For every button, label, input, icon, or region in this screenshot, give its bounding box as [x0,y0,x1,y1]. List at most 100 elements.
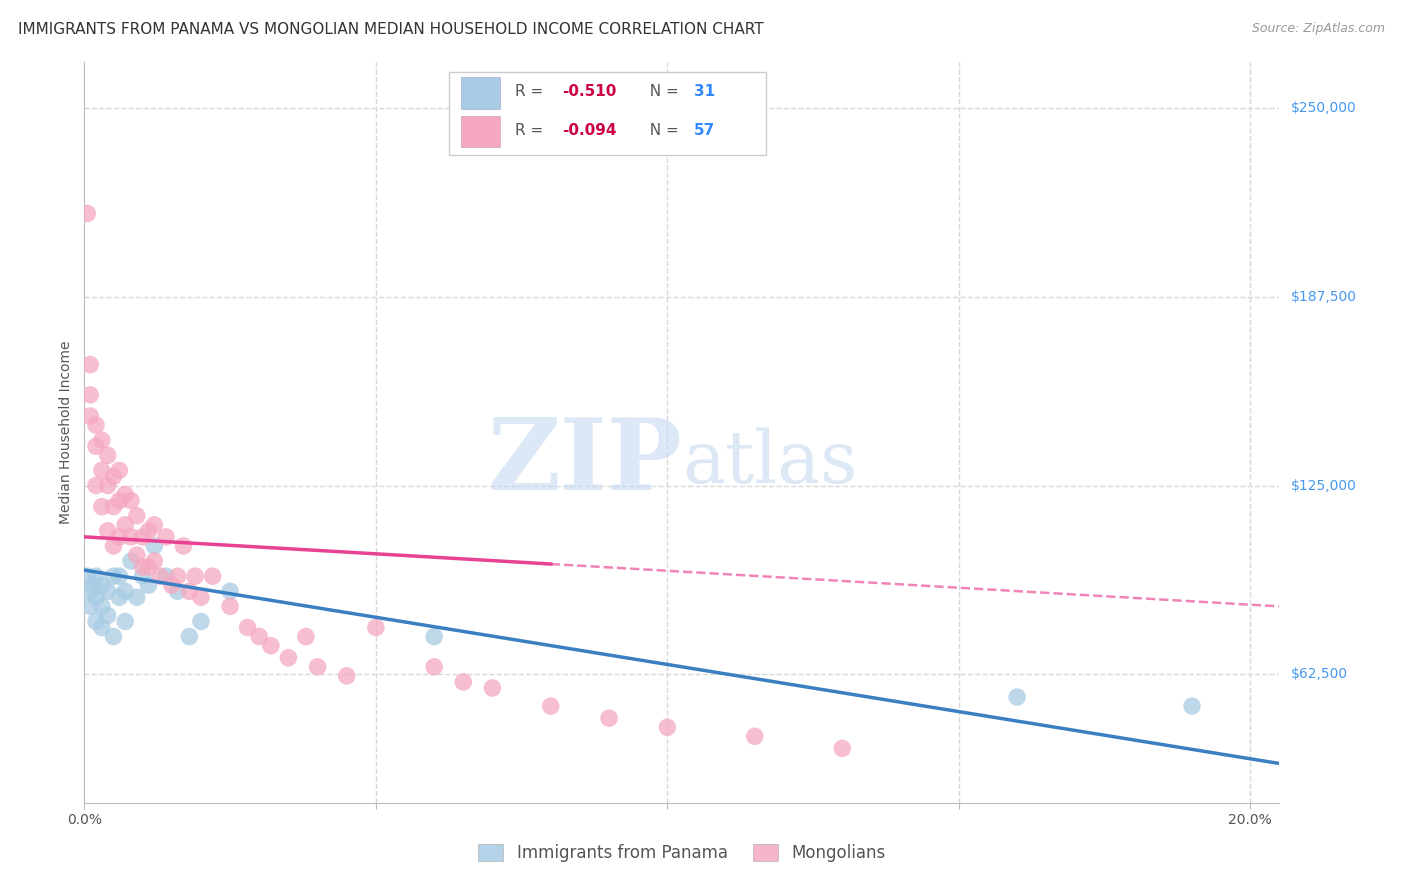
Point [82,578,104,592]
Point [90,500,112,514]
Point [179,584,201,599]
Point [179,630,201,644]
Text: $62,500: $62,500 [1291,667,1348,681]
Point [108,530,131,544]
Point [453,674,475,689]
Point [160,578,183,592]
Point [103,539,125,553]
Text: -0.510: -0.510 [562,84,617,99]
Point [201,569,224,583]
Point [120,493,142,508]
Text: IMMIGRANTS FROM PANAMA VS MONGOLIAN MEDIAN HOUSEHOLD INCOME CORRELATION CHART: IMMIGRANTS FROM PANAMA VS MONGOLIAN MEDI… [18,22,763,37]
Point [172,539,194,553]
Point [295,630,318,644]
Point [103,630,125,644]
Point [125,508,148,523]
Point [364,621,387,635]
Point [131,530,153,544]
Point [149,569,172,583]
Point [97,478,120,492]
Text: R =: R = [515,122,548,137]
Point [336,669,359,683]
Point [190,591,212,605]
Point [90,463,112,477]
Point [125,548,148,562]
Point [125,591,148,605]
Point [84,478,107,492]
Point [247,630,270,644]
Bar [449,72,766,155]
Point [138,578,160,592]
Point [79,358,101,372]
Point [307,660,329,674]
Point [166,584,188,599]
Point [90,578,112,592]
Point [79,409,101,423]
Text: ZIP: ZIP [486,414,682,511]
Text: $125,000: $125,000 [1291,478,1357,492]
Point [260,639,283,653]
Point [90,599,112,614]
Point [131,560,153,574]
Point [120,530,142,544]
Point [79,388,101,402]
Point [277,650,299,665]
Point [744,729,766,743]
Text: $250,000: $250,000 [1291,101,1357,115]
Point [481,681,503,695]
Bar [461,116,501,146]
Point [90,433,112,447]
Text: N =: N = [640,122,683,137]
Point [84,615,107,629]
Point [138,560,160,574]
Legend: Immigrants from Panama, Mongolians: Immigrants from Panama, Mongolians [472,837,891,869]
Point [114,517,136,532]
Text: 57: 57 [695,122,716,137]
Point [143,517,166,532]
Point [423,660,446,674]
Point [190,615,212,629]
Point [97,448,120,462]
Y-axis label: Median Household Income: Median Household Income [59,341,73,524]
Text: 31: 31 [695,84,716,99]
Point [84,418,107,433]
Point [184,569,207,583]
Point [155,530,177,544]
Point [103,469,125,483]
Text: R =: R = [515,84,548,99]
Point [84,591,107,605]
Point [219,599,242,614]
Text: -0.094: -0.094 [562,122,617,137]
Point [108,493,131,508]
Point [120,554,142,568]
Point [108,591,131,605]
Point [166,569,188,583]
Point [155,569,177,583]
Point [143,539,166,553]
Point [114,487,136,501]
Point [84,439,107,453]
Point [598,711,620,725]
Point [114,615,136,629]
Point [1005,690,1028,704]
Text: N =: N = [640,84,683,99]
Point [108,569,131,583]
Point [1181,699,1204,714]
Text: atlas: atlas [682,427,858,498]
Point [97,584,120,599]
Point [236,621,259,635]
Point [138,524,160,538]
Point [76,569,98,583]
Point [131,569,153,583]
Point [423,630,446,644]
Point [90,621,112,635]
Point [97,524,120,538]
Point [76,206,98,220]
Text: Source: ZipAtlas.com: Source: ZipAtlas.com [1251,22,1385,36]
Point [97,608,120,623]
Point [79,584,101,599]
Point [831,741,853,756]
Point [219,584,242,599]
Point [84,569,107,583]
Bar [461,78,501,109]
